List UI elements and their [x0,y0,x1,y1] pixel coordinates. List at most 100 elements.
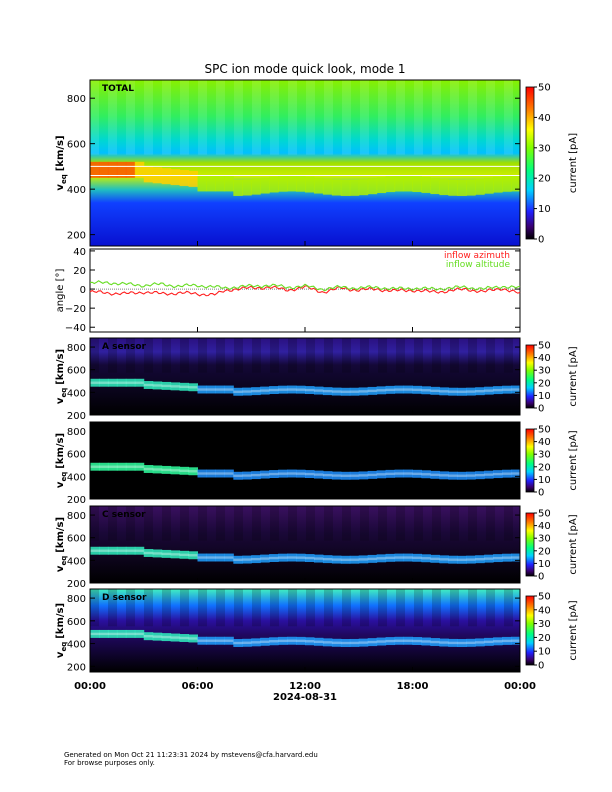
chart-title: SPC ion mode quick look, mode 1 [205,62,406,76]
heatmap-texture [90,422,520,457]
x-tick-label: 18:00 [397,681,429,692]
y-tick-label: 600 [67,617,86,628]
y-tick-label: 800 [67,594,86,605]
y-tick-label: 600 [67,366,86,377]
x-tick-label: 00:00 [74,681,106,692]
colorbar-tick-label: 30 [538,366,551,377]
colorbar [525,86,535,240]
y-tick-label: 40 [73,247,86,258]
heatmap-texture [90,506,520,541]
panel-label: C sensor [102,510,146,520]
y-tick-label: 600 [67,534,86,545]
y-tick-label: −40 [65,323,86,334]
colorbar-tick-label: 20 [538,462,551,473]
colorbar-tick-label: 30 [538,450,551,461]
colorbar-tick-label: 50 [538,83,551,94]
colorbar-tick-label: 10 [538,204,551,215]
footer-disclaimer: For browse purposes only. [64,759,155,767]
colorbar-tick-label: 0 [538,661,544,672]
y-tick-label: 800 [67,511,86,522]
y-axis-label: veq[km/s] [55,517,68,572]
y-tick-label: 200 [67,495,86,506]
y-tick-label: 600 [67,450,86,461]
colorbar [525,428,535,493]
y-tick-label: 0 [80,285,86,296]
y-tick-label: 200 [67,411,86,422]
colorbar-tick-label: 30 [538,534,551,545]
colorbar-tick-label: 20 [538,546,551,557]
y-tick-label: 800 [67,94,86,105]
colorbar [525,344,535,409]
series-line [89,285,521,297]
y-axis-label: veq[km/s] [55,349,68,404]
y-tick-label: 400 [67,472,86,483]
colorbar-tick-label: 40 [538,353,551,364]
y-tick-label: 800 [67,343,86,354]
colorbar-tick-label: 20 [538,633,551,644]
y-axis-label: veq[km/s] [55,603,68,658]
y-tick-label: 400 [67,388,86,399]
heatmap-beam [90,462,521,480]
panel-label: A sensor [102,342,147,352]
colorbar-tick-label: 10 [538,475,551,486]
time-axis: 00:00 06:00 12:00 18:00 00:00 [74,241,536,692]
colorbar-tick-label: 0 [538,235,544,246]
colorbar-tick-label: 50 [538,509,551,520]
y-tick-label: 200 [67,231,86,242]
colorbar-label: current [pA] [568,514,579,574]
colorbar [525,595,535,666]
panels-group: TOTAL200400600800veq[km/s]01020304050cur… [55,79,579,673]
y-axis-label: angle [°] [55,269,66,313]
colorbar-tick-label: 10 [538,647,551,658]
series-line [89,280,521,292]
colorbar-tick-label: 30 [538,619,551,630]
panel-angle: −40 −20 0 20 40 angle [°] inflow azimuthinflow… [55,247,521,334]
legend-entry: inflow azimuth [444,251,510,261]
heatmap-beam [90,161,521,196]
colorbar-label: current [pA] [568,133,579,193]
colorbar-tick-label: 50 [538,341,551,352]
y-tick-label: 800 [67,427,86,438]
heatmap-texture [90,338,520,373]
y-tick-label: 400 [67,185,86,196]
series-inflow-azimuth: inflow azimuth [89,251,521,297]
heatmap-texture [90,80,520,155]
colorbar-label: current [pA] [568,346,579,406]
x-axis-date: 2024-08-31 [273,692,337,703]
colorbar [525,512,535,577]
colorbar-tick-label: 10 [538,391,551,402]
panel-label: TOTAL [102,84,134,94]
colorbar-tick-label: 20 [538,378,551,389]
panel-label: D sensor [102,593,147,603]
colorbar-tick-label: 40 [538,521,551,532]
footer-generated: Generated on Mon Oct 21 11:23:31 2024 by… [64,751,318,759]
y-axis-label: veq[km/s] [55,433,68,488]
y-tick-label: 200 [67,579,86,590]
series-inflow-altitude: inflow altitude [89,260,521,292]
x-tick-label: 06:00 [182,681,214,692]
colorbar-tick-label: 50 [538,425,551,436]
y-tick-label: 200 [67,662,86,673]
colorbar-tick-label: 20 [538,174,551,185]
panel-total: TOTAL 200 400 600 800 veq[km/s] 0 10 20 30 40 50 cur… [55,79,579,247]
y-tick-label: 600 [67,140,86,151]
colorbar-tick-label: 0 [538,572,544,583]
y-axis-label: veq[km/s] [55,135,68,190]
colorbar-tick-label: 0 [538,404,544,415]
heatmap-beam [90,546,521,564]
heatmap-beam [90,629,521,647]
colorbar-label: current [pA] [568,430,579,490]
colorbar-tick-label: 40 [538,605,551,616]
colorbar-tick-label: 40 [538,437,551,448]
y-tick-label: 20 [73,266,86,277]
y-tick-label: 400 [67,640,86,651]
y-tick-label: −20 [65,304,86,315]
colorbar-tick-label: 0 [538,488,544,499]
legend-entry: inflow altitude [446,260,511,270]
